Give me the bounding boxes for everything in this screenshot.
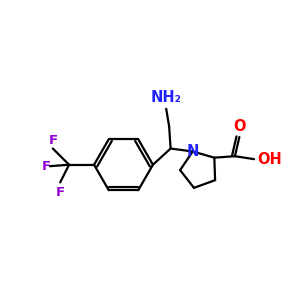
Text: N: N bbox=[187, 144, 199, 159]
Text: F: F bbox=[56, 186, 65, 199]
Text: OH: OH bbox=[258, 152, 282, 166]
Text: O: O bbox=[233, 118, 246, 134]
Text: F: F bbox=[42, 160, 51, 173]
Text: NH₂: NH₂ bbox=[151, 90, 182, 105]
Text: F: F bbox=[48, 134, 57, 147]
